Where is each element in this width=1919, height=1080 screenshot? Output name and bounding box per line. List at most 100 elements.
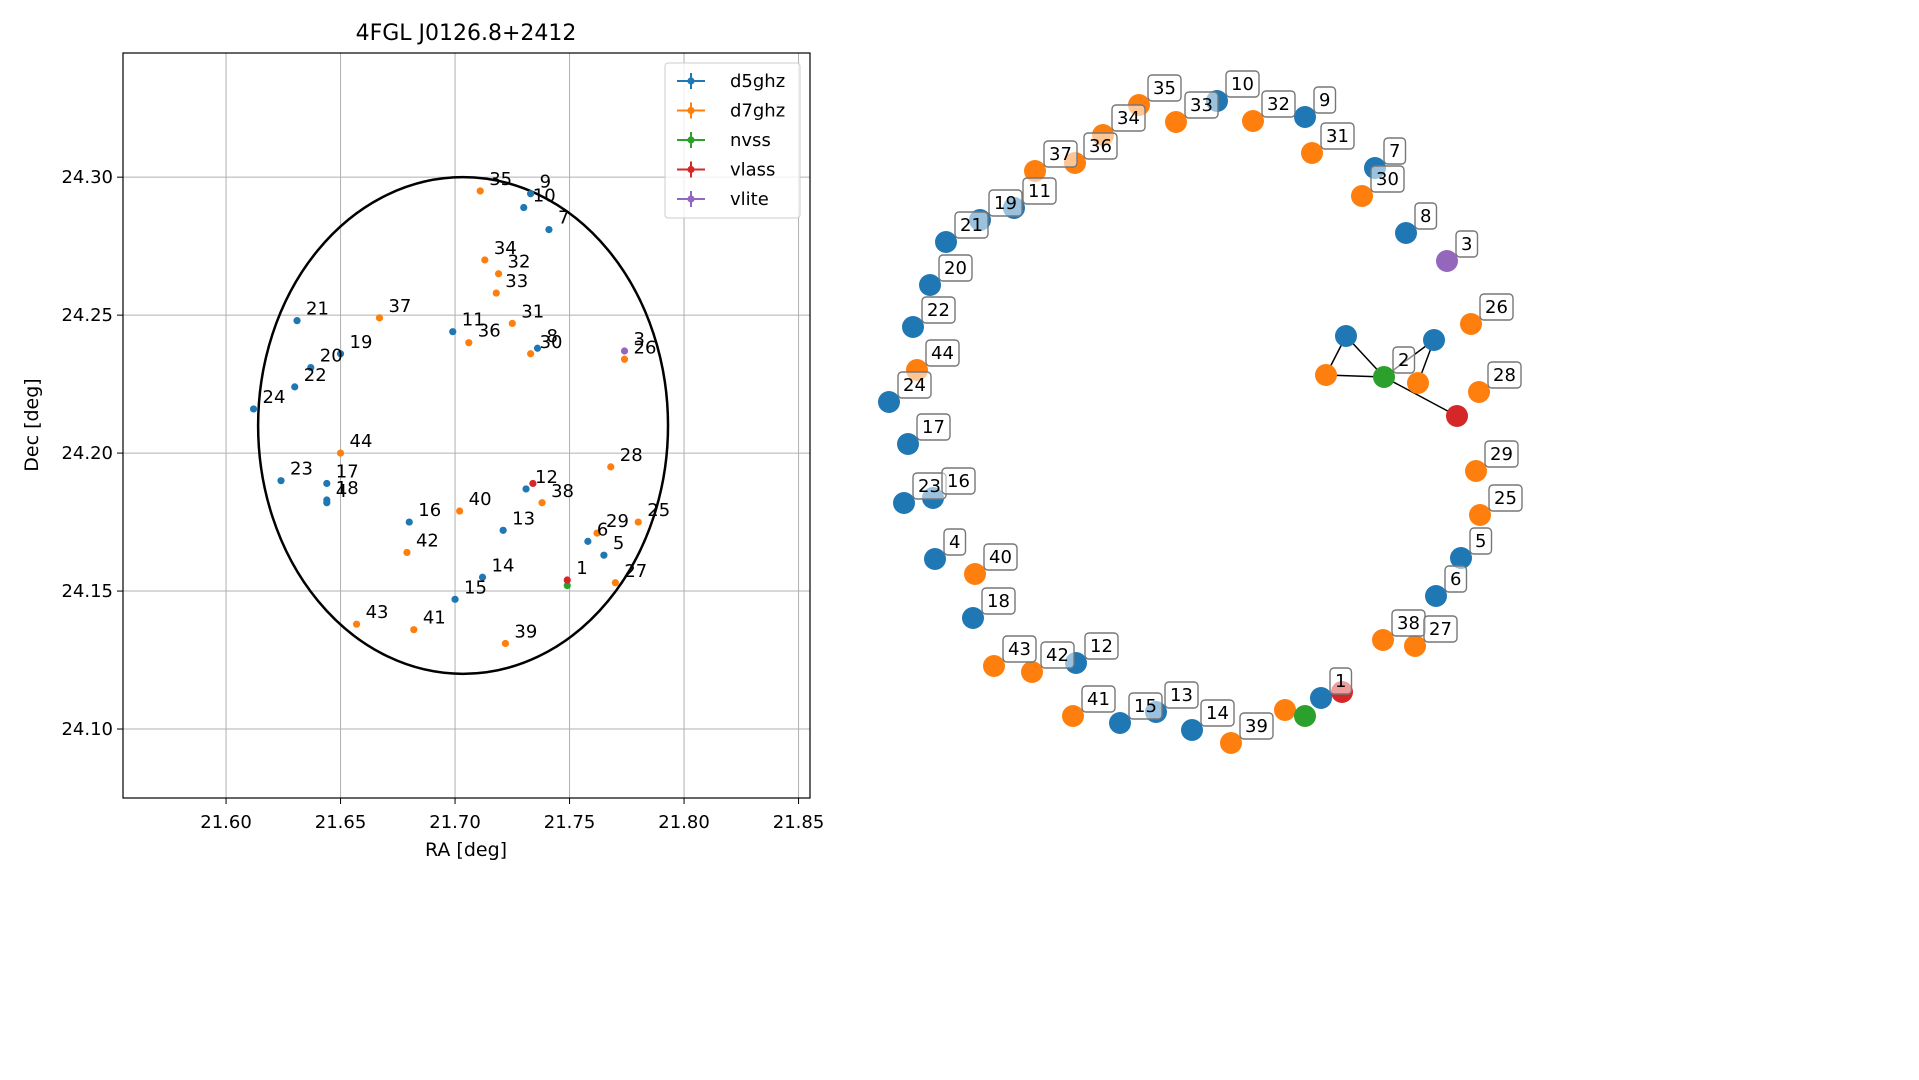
d7ghz-point (607, 463, 615, 471)
node-label: 17 (922, 417, 945, 438)
node-label-box (1383, 137, 1407, 165)
node-label-box (938, 254, 973, 282)
node-label-box (988, 189, 1023, 217)
node-label: 31 (1326, 126, 1349, 147)
d7ghz-point (456, 507, 464, 515)
node-label-box (1239, 712, 1274, 740)
node-label-box (943, 528, 967, 556)
point-label: 23 (290, 459, 313, 480)
point-label: 44 (350, 431, 373, 452)
d7ghz-point (465, 339, 473, 347)
d7ghz-point (403, 548, 411, 557)
d5ghz-point (405, 518, 413, 526)
point-label: 42 (416, 530, 439, 551)
legend-marker-dot (687, 136, 695, 144)
d5ghz-point (291, 383, 299, 391)
d5ghz-point (527, 190, 535, 198)
node-label: 16 (947, 471, 970, 492)
node-label-box (1022, 177, 1057, 205)
node-label: 33 (1190, 95, 1213, 116)
node-label: 4 (949, 532, 960, 553)
point-label: 21 (306, 299, 329, 320)
node-label: 25 (1494, 488, 1517, 509)
node-label-box (1225, 70, 1260, 98)
graph-node (924, 548, 946, 570)
node-label: 18 (987, 591, 1010, 612)
node-label: 9 (1319, 90, 1330, 111)
node-label-box (1128, 692, 1163, 720)
d7ghz-point (410, 626, 418, 634)
graph-node (1460, 313, 1482, 335)
graph-node (1351, 185, 1373, 207)
confidence-ellipse (256, 175, 670, 676)
d7ghz-point (476, 187, 484, 195)
y-tick-label: 24.15 (61, 581, 113, 602)
node-label: 20 (944, 258, 967, 279)
point-label: 11 (462, 310, 485, 331)
node-label: 10 (1231, 74, 1254, 95)
point-label: 39 (514, 621, 537, 642)
node-label-box (1488, 484, 1523, 512)
graph-node (1425, 585, 1447, 607)
vlite-point (620, 347, 629, 355)
point-label: 40 (469, 489, 492, 510)
point-label: 3 (634, 329, 645, 350)
node-label: 24 (903, 375, 926, 396)
point-label: 17 (336, 461, 359, 482)
point-label: 35 (489, 169, 512, 190)
data-points (249, 187, 642, 648)
point-label: 34 (494, 238, 517, 259)
d5ghz-point (499, 526, 507, 534)
d5ghz-point (522, 485, 530, 493)
d5ghz-point (277, 477, 285, 485)
y-tick-label: 24.30 (61, 167, 113, 188)
x-tick-label: 21.70 (429, 812, 481, 833)
node-label-box (1484, 440, 1519, 468)
node-label: 41 (1087, 689, 1110, 710)
node-label: 27 (1429, 619, 1452, 640)
point-label: 10 (533, 186, 556, 207)
node-label: 22 (927, 300, 950, 321)
node-label-box (1370, 165, 1405, 193)
point-label: 30 (540, 332, 563, 353)
node-label: 34 (1117, 108, 1140, 129)
graph-node (902, 316, 924, 338)
node-label: 2 (1398, 350, 1409, 371)
graph-node (1315, 364, 1337, 386)
point-label: 12 (535, 467, 558, 488)
d7ghz-point (508, 319, 516, 328)
node-label: 38 (1397, 613, 1420, 634)
point-label: 28 (620, 445, 643, 466)
node-label: 7 (1389, 141, 1400, 162)
node-label-box (1002, 635, 1037, 663)
node-label-box (1487, 361, 1522, 389)
graph-node (1274, 699, 1296, 721)
node-label-box (1164, 681, 1199, 709)
graph-node (1446, 405, 1468, 427)
node-label-box (1200, 699, 1235, 727)
d5ghz-point (520, 203, 528, 212)
graph-edge (1383, 376, 1458, 417)
axes-frame (122, 52, 811, 799)
graph-node (983, 655, 1005, 677)
graph-node (1294, 106, 1316, 128)
graph-node (1468, 381, 1490, 403)
point-label: 38 (551, 481, 574, 502)
axis-ticks: 21.60 21.65 21.70 21.75 21.80 21.85 24.10 24.15… (61, 167, 824, 833)
d7ghz-point (352, 620, 361, 628)
y-tick-label: 24.10 (61, 719, 113, 740)
d5ghz-point (249, 405, 258, 413)
graph-node (1372, 629, 1394, 651)
legend-label: vlite (730, 189, 769, 210)
d7ghz-point (492, 289, 500, 297)
point-label: 24 (263, 387, 286, 408)
node-label-box (1455, 230, 1479, 258)
node-label-box (1083, 132, 1118, 160)
node-label: 36 (1089, 136, 1112, 157)
node-label: 3 (1461, 234, 1472, 255)
chart-title: 4FGL J0126.8+2412 (356, 21, 577, 46)
node-label: 21 (960, 215, 983, 236)
node-label: 15 (1134, 696, 1157, 717)
